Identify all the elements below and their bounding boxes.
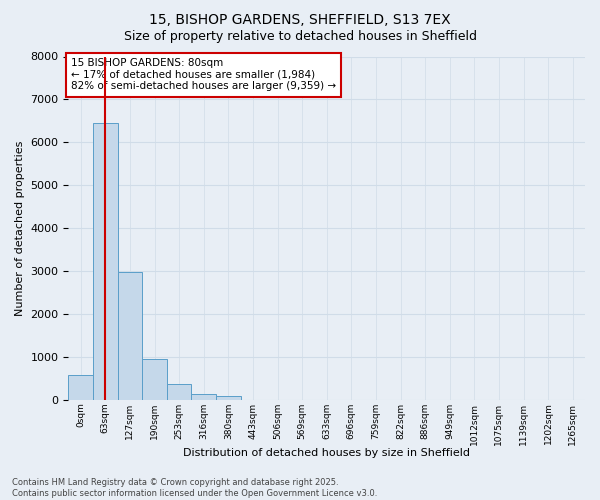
Bar — [68, 376, 93, 400]
Text: 15, BISHOP GARDENS, SHEFFIELD, S13 7EX: 15, BISHOP GARDENS, SHEFFIELD, S13 7EX — [149, 12, 451, 26]
Bar — [142, 358, 167, 400]
Text: Size of property relative to detached houses in Sheffield: Size of property relative to detached ho… — [124, 30, 476, 43]
Text: Contains HM Land Registry data © Crown copyright and database right 2025.
Contai: Contains HM Land Registry data © Crown c… — [12, 478, 377, 498]
X-axis label: Distribution of detached houses by size in Sheffield: Distribution of detached houses by size … — [183, 448, 470, 458]
Bar — [118, 272, 142, 400]
Y-axis label: Number of detached properties: Number of detached properties — [15, 140, 25, 316]
Text: 15 BISHOP GARDENS: 80sqm
← 17% of detached houses are smaller (1,984)
82% of sem: 15 BISHOP GARDENS: 80sqm ← 17% of detach… — [71, 58, 336, 92]
Bar — [167, 384, 191, 400]
Bar — [93, 123, 118, 400]
Bar — [191, 394, 216, 400]
Bar — [216, 396, 241, 400]
